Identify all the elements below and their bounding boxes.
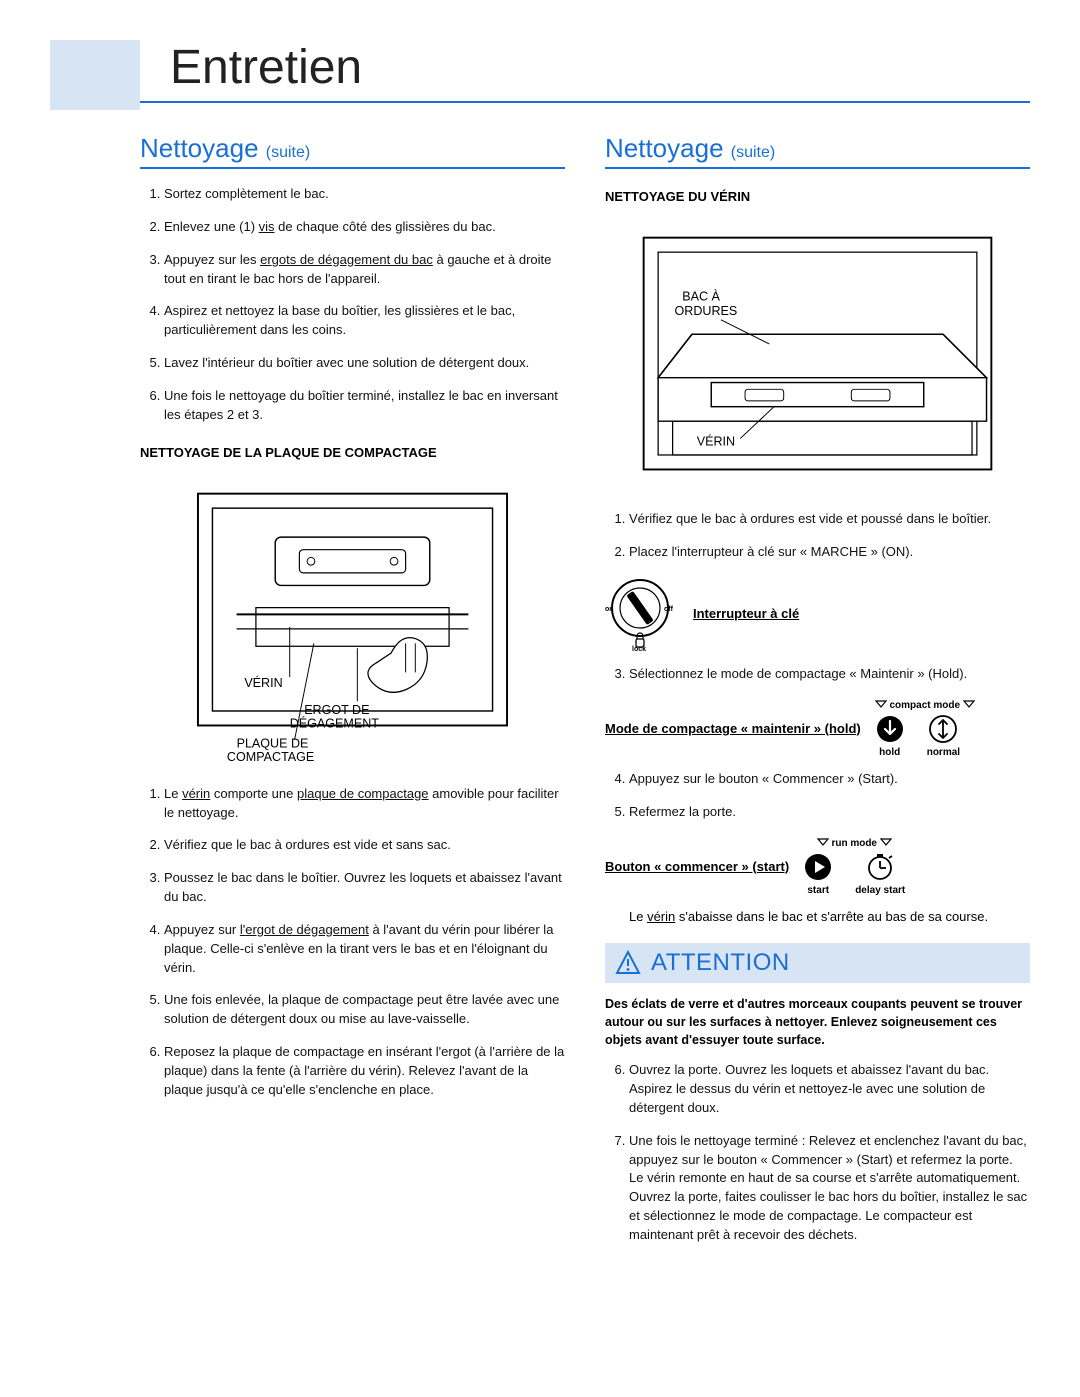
label-ergot-2: DÉGAGEMENT: [290, 715, 380, 730]
step-list-f: Ouvrez la porte. Ouvrez les loquets et a…: [605, 1061, 1030, 1245]
step: Sortez complètement le bac.: [164, 185, 565, 204]
svg-text:off: off: [664, 606, 674, 613]
step: Le vérin comporte une plaque de compacta…: [164, 785, 565, 823]
warning-text: Des éclats de verre et d'autres morceaux…: [605, 995, 1030, 1049]
label-ergot-1: ERGOT DE: [304, 702, 369, 716]
step: Appuyez sur les ergots de dégagement du …: [164, 251, 565, 289]
left-column: Nettoyage (suite) Sortez complètement le…: [140, 133, 565, 1259]
heading-sub: (suite): [731, 144, 775, 161]
step-list-d: Sélectionnez le mode de compactage « Mai…: [605, 665, 1030, 684]
run-mode-group: run mode start delay start: [803, 836, 905, 896]
step: Poussez le bac dans le boîtier. Ouvrez l…: [164, 869, 565, 907]
mode-header: compact mode: [875, 698, 975, 711]
step: Une fois enlevée, la plaque de compactag…: [164, 991, 565, 1029]
step: Vérifiez que le bac à ordures est vide e…: [629, 510, 1030, 529]
warning-icon: [615, 950, 641, 976]
step: Lavez l'intérieur du boîtier avec une so…: [164, 354, 565, 373]
hold-mode-icon: hold: [875, 714, 905, 758]
step: Placez l'interrupteur à clé sur « MARCHE…: [629, 543, 1030, 562]
step-list-e: Appuyez sur le bouton « Commencer » (Sta…: [605, 770, 1030, 822]
ram-diagram: BAC À ORDURES VÉRIN: [605, 228, 1030, 489]
step: Vérifiez que le bac à ordures est vide e…: [164, 836, 565, 855]
key-switch-label: Interrupteur à clé: [693, 606, 799, 621]
attention-box: ATTENTION: [605, 943, 1030, 983]
step: Ouvrez la porte. Ouvrez les loquets et a…: [629, 1061, 1030, 1118]
mode-icons-group: compact mode hold normal: [875, 698, 975, 758]
page-header: 32 Entretien: [50, 40, 1030, 103]
subheading: NETTOYAGE DU VÉRIN: [605, 189, 1030, 204]
step: Appuyez sur l'ergot de dégagement à l'av…: [164, 921, 565, 978]
mode-label: Mode de compactage « maintenir » (hold): [605, 721, 861, 736]
step: Aspirez et nettoyez la base du boîtier, …: [164, 302, 565, 340]
step: Enlevez une (1) vis de chaque côté des g…: [164, 218, 565, 237]
heading-sub: (suite): [266, 144, 310, 161]
two-column-layout: Nettoyage (suite) Sortez complètement le…: [140, 133, 1030, 1259]
step: Une fois le nettoyage terminé : Relevez …: [629, 1132, 1030, 1245]
label-verin: VÉRIN: [244, 674, 282, 689]
heading-main: Nettoyage: [140, 133, 259, 163]
delay-start-icon: delay start: [855, 852, 905, 896]
normal-mode-icon: normal: [927, 714, 960, 758]
label-verin: VÉRIN: [697, 433, 735, 448]
page-title: Entretien: [170, 40, 362, 95]
label-plaque-1: PLAQUE DE: [237, 736, 309, 750]
step: Appuyez sur le bouton « Commencer » (Sta…: [629, 770, 1030, 789]
label-plaque-2: COMPACTAGE: [227, 750, 314, 764]
start-row: Bouton « commencer » (start) run mode st…: [605, 836, 1030, 896]
step: Sélectionnez le mode de compactage « Mai…: [629, 665, 1030, 684]
manual-page: 32 Entretien Nettoyage (suite) Sortez co…: [0, 0, 1080, 1397]
step: Une fois le nettoyage du boîtier terminé…: [164, 387, 565, 425]
svg-text:lock: lock: [632, 646, 646, 651]
step: Reposez la plaque de compactage en insér…: [164, 1043, 565, 1100]
section-heading: Nettoyage (suite): [140, 133, 565, 169]
svg-text:on: on: [605, 606, 614, 613]
page-number-box: [50, 40, 140, 110]
start-icon: start: [803, 852, 833, 896]
heading-main: Nettoyage: [605, 133, 724, 163]
step: Refermez la porte.: [629, 803, 1030, 822]
label-bac-1: BAC À: [682, 288, 720, 303]
step-list-a: Sortez complètement le bac. Enlevez une …: [140, 185, 565, 425]
step-list-c: Vérifiez que le bac à ordures est vide e…: [605, 510, 1030, 562]
attention-label: ATTENTION: [651, 949, 790, 977]
label-bac-2: ORDURES: [675, 304, 738, 318]
start-label: Bouton « commencer » (start): [605, 859, 789, 874]
right-column: Nettoyage (suite) NETTOYAGE DU VÉRIN BAC…: [605, 133, 1030, 1259]
key-switch-row: on off lock Interrupteur à clé: [605, 575, 1030, 651]
mode-row: Mode de compactage « maintenir » (hold) …: [605, 698, 1030, 758]
key-switch-icon: on off lock: [605, 575, 675, 651]
subheading: NETTOYAGE DE LA PLAQUE DE COMPACTAGE: [140, 445, 565, 460]
section-heading: Nettoyage (suite): [605, 133, 1030, 169]
compaction-plate-diagram: VÉRIN ERGOT DE DÉGAGEMENT PLAQUE DE COMP…: [140, 484, 565, 764]
step-list-b: Le vérin comporte une plaque de compacta…: [140, 785, 565, 1100]
run-mode-header: run mode: [803, 836, 905, 849]
ram-note: Le vérin s'abaisse dans le bac et s'arrê…: [629, 908, 1030, 927]
